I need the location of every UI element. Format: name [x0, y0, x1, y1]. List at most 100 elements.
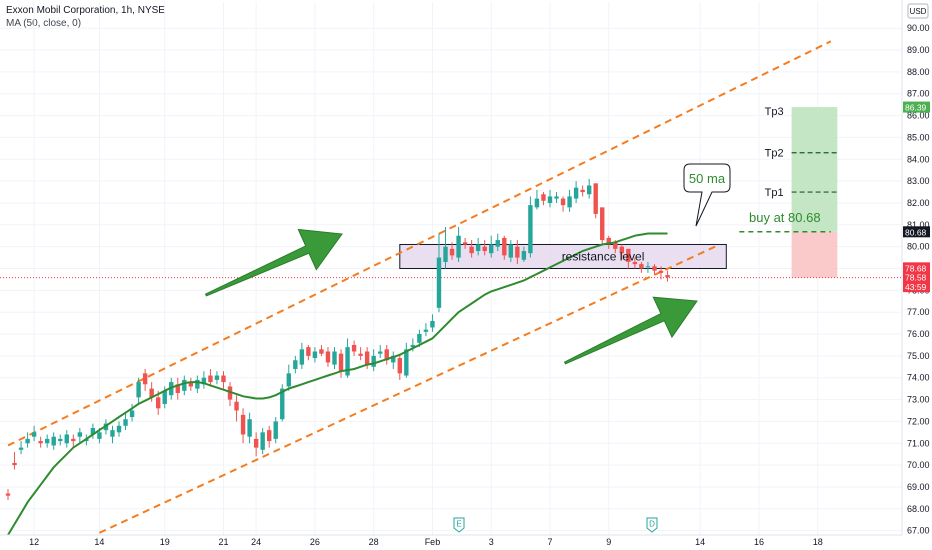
candle-body	[286, 373, 291, 387]
candle-body	[18, 447, 24, 450]
candle	[567, 189, 572, 212]
candle-body	[541, 194, 546, 201]
candle-body	[149, 388, 154, 398]
candle	[71, 434, 76, 448]
candle	[253, 432, 259, 457]
trend-arrow-up-right	[563, 296, 698, 365]
candle	[475, 237, 481, 256]
ma-line-group	[7, 232, 668, 536]
candle	[227, 382, 233, 407]
candle	[469, 240, 474, 258]
channel-upper-line	[7, 40, 832, 447]
price-label-bg	[903, 262, 930, 274]
candle-body	[580, 189, 585, 193]
candle	[77, 427, 83, 444]
candle	[489, 235, 494, 258]
candle	[208, 368, 213, 387]
trend-channel	[7, 40, 832, 534]
candle	[619, 244, 625, 260]
candle	[306, 344, 311, 361]
price-axis[interactable]: USD 67.00 68.00 69.00 70.00 71.00 72.00 73.00 74…	[901, 0, 932, 550]
ma-callout-bubble	[683, 163, 731, 227]
time-tick-label: 14	[94, 537, 104, 547]
candle	[593, 183, 598, 219]
candle-body	[240, 414, 246, 435]
time-tick-label: 18	[813, 537, 823, 547]
price-tick-label: 89.00	[907, 45, 930, 55]
candle	[312, 347, 318, 363]
candle-body	[51, 436, 56, 446]
candle-body	[175, 384, 180, 394]
price-tick-label: 84.00	[907, 154, 930, 164]
candle-body	[652, 266, 657, 271]
candle	[404, 342, 409, 378]
price-label-bg	[903, 226, 930, 238]
price-tick-label: 80.00	[907, 242, 930, 252]
candle-body	[110, 430, 115, 437]
candle	[116, 421, 122, 437]
candle-body	[351, 344, 357, 352]
price-tick-label: 85.00	[907, 132, 930, 142]
price-tick-label: 77.00	[907, 307, 930, 317]
candle	[129, 403, 135, 422]
candle-body	[371, 355, 376, 367]
time-tick-label: 7	[547, 537, 552, 547]
price-tick-label: 83.00	[907, 176, 930, 186]
price-label-text: 43:59	[905, 282, 927, 292]
candle-body	[449, 248, 455, 256]
price-label-tag: 78.68	[903, 262, 930, 274]
candle-body	[456, 235, 461, 258]
time-axis[interactable]: 12 14 19 21 24 26 28 Feb 3 7 9 14 16 18	[0, 534, 902, 550]
candle-body	[364, 351, 370, 365]
time-tick-label: 26	[310, 537, 320, 547]
candle	[38, 436, 43, 448]
candle	[515, 240, 520, 265]
candle	[606, 235, 611, 249]
candle-body	[560, 198, 566, 206]
candle-body	[299, 349, 305, 365]
candle	[358, 347, 363, 361]
candle-body	[71, 438, 76, 442]
candle	[136, 377, 141, 404]
candle-body	[267, 430, 272, 442]
trend-arrow-up-left	[204, 228, 343, 297]
candle-body	[469, 246, 474, 254]
price-label-tag: 86.39	[903, 101, 930, 113]
candle-body	[404, 349, 409, 376]
candle-body	[319, 349, 324, 354]
grid-lines	[0, 2, 902, 535]
candle	[482, 240, 487, 256]
candle-body	[632, 261, 638, 265]
time-tick-label: 3	[489, 537, 494, 547]
candle-body	[253, 438, 259, 448]
candle	[456, 226, 461, 262]
time-tick-label: 19	[160, 537, 170, 547]
time-axis-bg	[0, 535, 902, 550]
candle-body	[332, 351, 337, 365]
candle-body	[619, 246, 625, 254]
candle-body	[345, 347, 350, 376]
candle	[462, 237, 468, 249]
candle	[182, 375, 187, 396]
time-tick-label: 14	[695, 537, 705, 547]
candle-body	[515, 246, 520, 258]
candle	[5, 489, 11, 501]
candle	[338, 349, 344, 378]
candle	[423, 323, 429, 337]
candle-body	[528, 205, 533, 254]
candle-body	[5, 493, 11, 496]
time-tick-label: 16	[754, 537, 764, 547]
candle-body	[280, 388, 285, 420]
candle-body	[25, 438, 30, 444]
candle-body	[567, 196, 572, 208]
candle-body	[201, 377, 207, 385]
candle-body	[273, 421, 278, 439]
candle	[586, 178, 592, 199]
candle-body	[227, 386, 233, 400]
candle	[58, 434, 63, 446]
candle	[332, 347, 337, 369]
resistance-label: resistance level	[562, 249, 645, 263]
price-tick-label: 68.00	[907, 504, 930, 514]
candle	[267, 425, 272, 448]
